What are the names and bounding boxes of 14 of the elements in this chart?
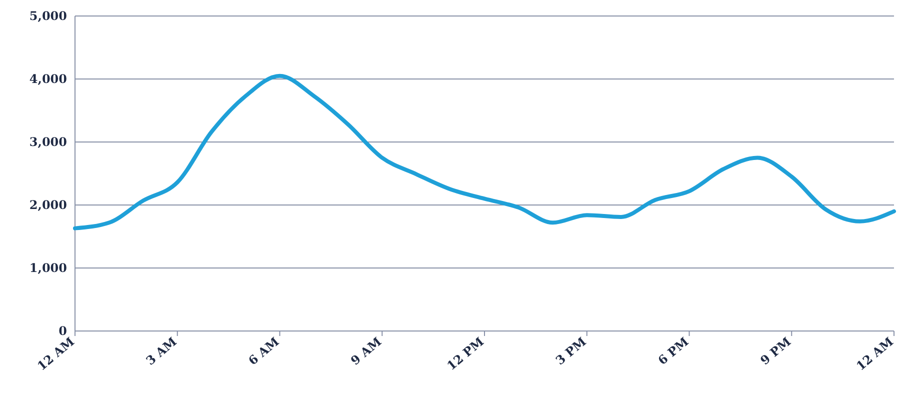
x-tick-label: 6 AM xyxy=(246,334,282,368)
x-tick-label: 12 PM xyxy=(444,334,486,374)
x-tick-label: 3 AM xyxy=(143,334,180,368)
x-tick-label: 9 AM xyxy=(348,334,384,368)
y-tick-label: 1,000 xyxy=(29,261,67,276)
y-tick-label: 2,000 xyxy=(29,198,67,212)
x-tick-label: 3 PM xyxy=(553,334,589,368)
line-series xyxy=(73,74,896,230)
y-tick-label: 5,000 xyxy=(29,9,67,24)
x-tick-label: 12 AM xyxy=(854,334,896,374)
y-tick-label: 4,000 xyxy=(29,72,67,86)
x-tick-label: 9 PM xyxy=(758,334,794,368)
y-tick-label: 3,000 xyxy=(29,135,67,150)
x-tick-label: 6 PM xyxy=(655,334,692,368)
